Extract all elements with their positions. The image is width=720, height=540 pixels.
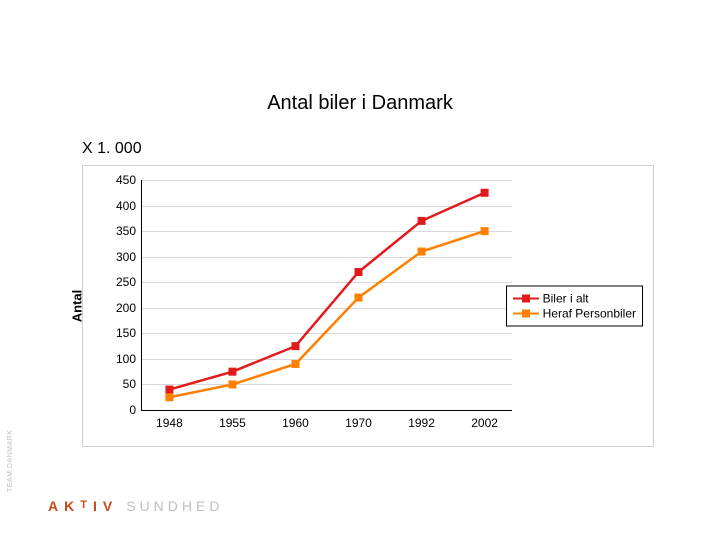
- series-marker: [291, 360, 299, 368]
- y-tick-label: 200: [116, 301, 136, 315]
- y-tick-label: 300: [116, 250, 136, 264]
- y-tick-label: 250: [116, 275, 136, 289]
- logo-letter: V: [103, 498, 118, 514]
- legend-item: Biler i alt: [513, 292, 636, 306]
- series-marker: [165, 393, 173, 401]
- logo-letter: K: [64, 498, 80, 514]
- legend: Biler i altHeraf Personbiler: [506, 286, 643, 327]
- series-marker: [355, 268, 363, 276]
- x-tick-label: 1992: [408, 416, 435, 430]
- legend-swatch: [513, 293, 539, 305]
- logo-word: SUNDHED: [126, 498, 223, 514]
- series-marker: [418, 248, 426, 256]
- legend-label: Biler i alt: [543, 292, 589, 306]
- legend-label: Heraf Personbiler: [543, 307, 636, 321]
- slide-subtitle: X 1. 000: [82, 140, 142, 158]
- y-tick-label: 150: [116, 326, 136, 340]
- x-tick-label: 1955: [219, 416, 246, 430]
- series-marker: [228, 368, 236, 376]
- y-tick-label: 100: [116, 352, 136, 366]
- slide: Antal biler i Danmark X 1. 000 Antal 050…: [0, 0, 720, 540]
- x-tick-label: 1970: [345, 416, 372, 430]
- legend-item: Heraf Personbiler: [513, 307, 636, 321]
- series-marker: [165, 386, 173, 394]
- series-marker: [228, 380, 236, 388]
- y-tick-label: 450: [116, 173, 136, 187]
- x-tick-label: 1960: [282, 416, 309, 430]
- series-svg: [142, 180, 512, 410]
- x-tick-label: 2002: [471, 416, 498, 430]
- side-caption: TEAM DANMARK: [7, 430, 14, 492]
- series-line: [169, 231, 484, 397]
- y-axis-label: Antal: [70, 290, 85, 323]
- footer-logo: AKTIV SUNDHED: [48, 498, 223, 514]
- y-tick-label: 0: [129, 403, 136, 417]
- legend-swatch: [513, 308, 539, 320]
- series-marker: [291, 342, 299, 350]
- x-tick-label: 1948: [156, 416, 183, 430]
- series-marker: [481, 189, 489, 197]
- logo-letter: A: [48, 498, 64, 514]
- series-marker: [418, 217, 426, 225]
- logo-letter: T: [80, 499, 93, 511]
- chart-container: Antal 0501001502002503003504004501948195…: [82, 165, 654, 447]
- y-tick-label: 50: [123, 377, 136, 391]
- series-line: [169, 193, 484, 390]
- series-marker: [355, 294, 363, 302]
- series-marker: [481, 227, 489, 235]
- y-tick-label: 350: [116, 224, 136, 238]
- y-tick-label: 400: [116, 199, 136, 213]
- slide-title: Antal biler i Danmark: [0, 92, 720, 115]
- logo-letter: I: [93, 498, 103, 514]
- plot-area: 0501001502002503003504004501948195519601…: [141, 180, 512, 411]
